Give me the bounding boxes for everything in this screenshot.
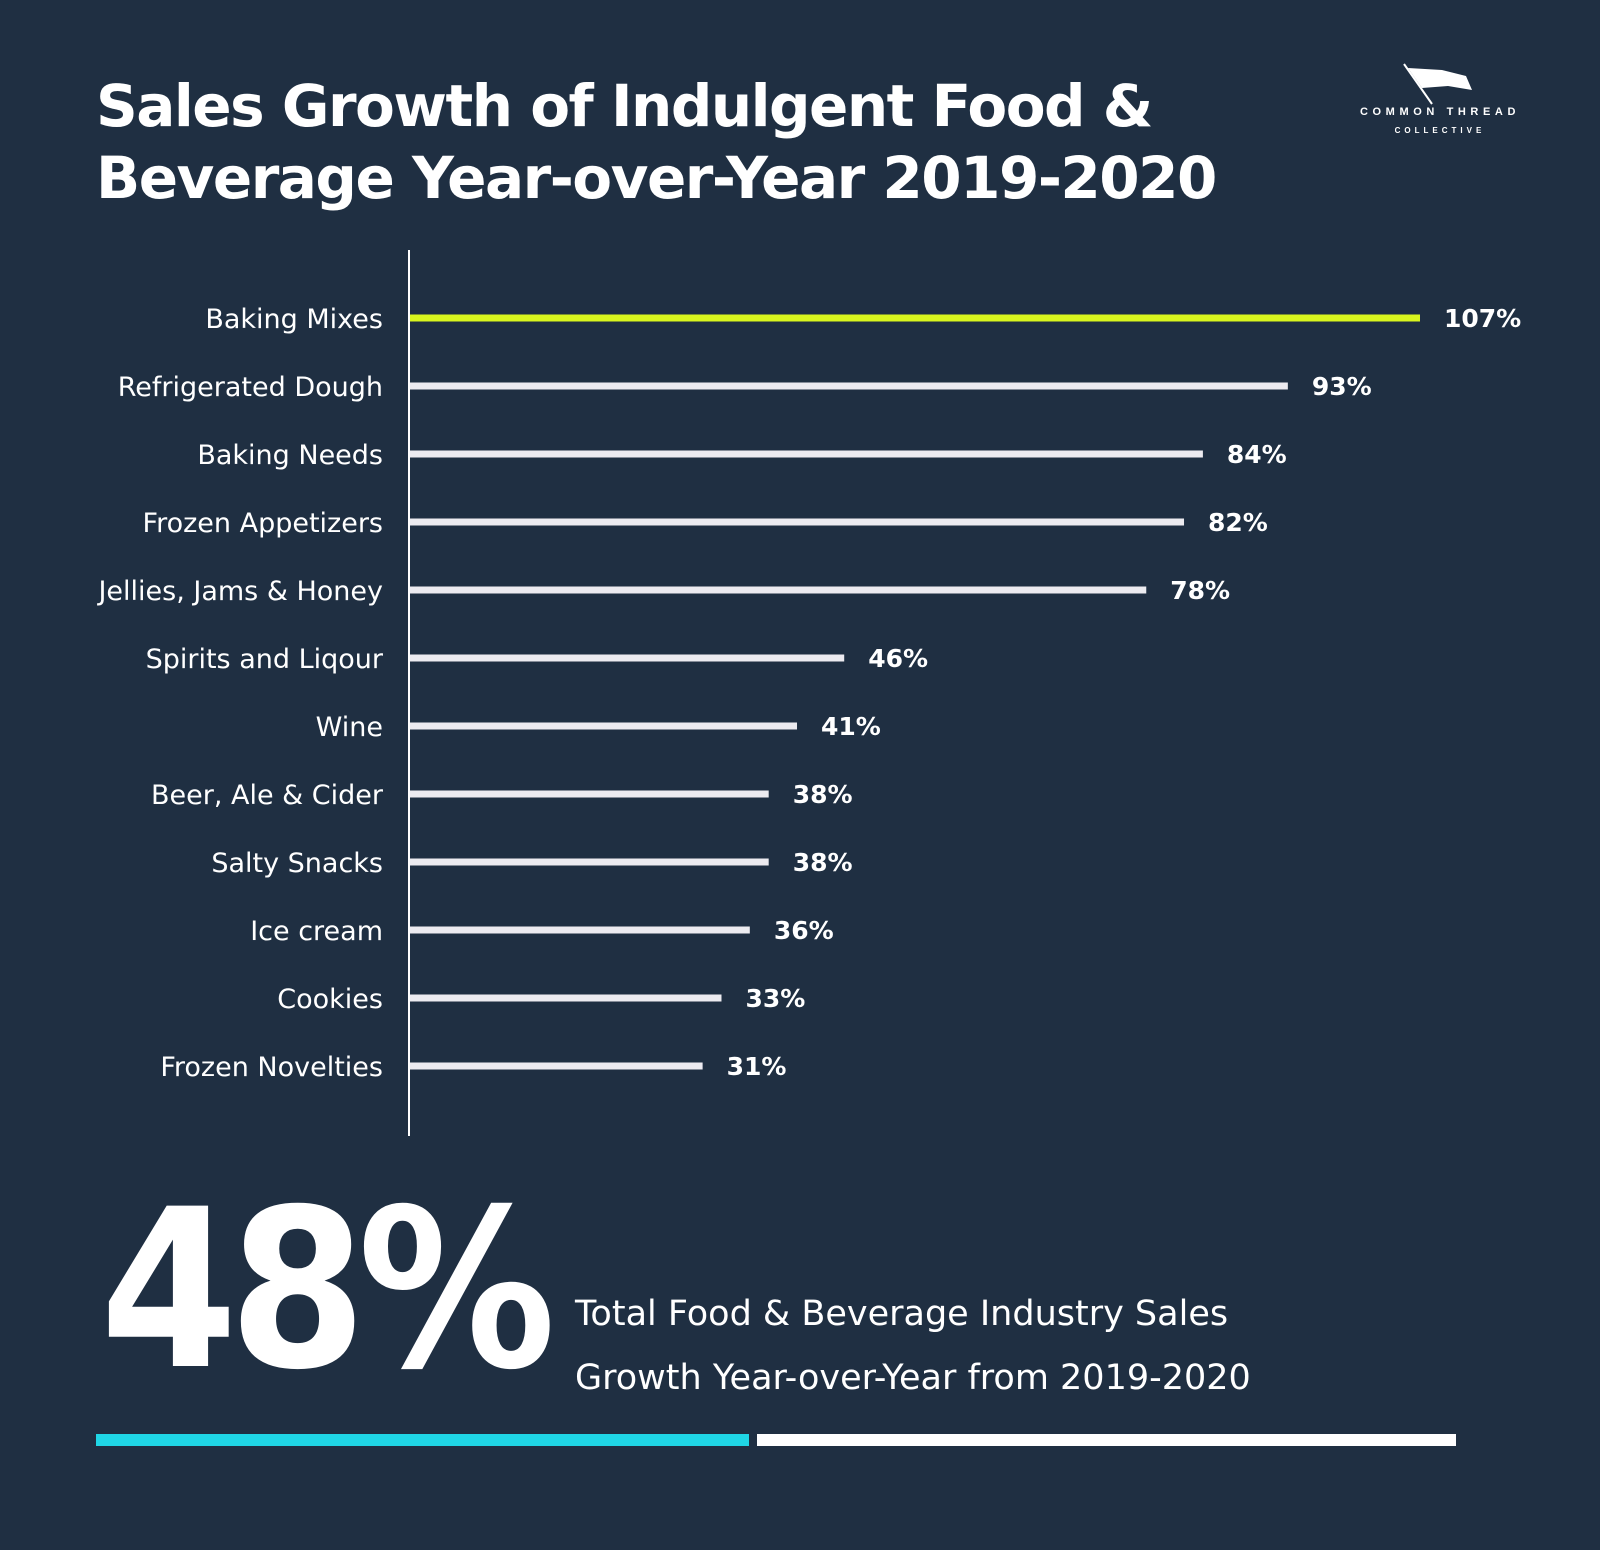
bar — [410, 382, 1288, 390]
category-label: Spirits and Liqour — [146, 644, 384, 675]
bar — [410, 518, 1185, 526]
stat-progress-fill — [96, 1434, 757, 1446]
value-label: 33% — [745, 984, 805, 1013]
bar — [410, 314, 1420, 322]
category-label: Beer, Ale & Cider — [151, 780, 384, 811]
category-label: Jellies, Jams & Honey — [96, 576, 383, 607]
value-label: 41% — [821, 712, 881, 741]
title-line-2: Beverage Year-over-Year 2019-2020 — [96, 144, 1217, 212]
category-label: Refrigerated Dough — [118, 372, 383, 403]
value-label: 38% — [793, 848, 853, 877]
bar-chart: Baking Mixes 107% Refrigerated Dough 93% Bak… — [96, 250, 1521, 1136]
category-label: Ice cream — [250, 916, 383, 947]
bar — [410, 450, 1203, 458]
value-label: 93% — [1312, 372, 1372, 401]
category-label: Salty Snacks — [211, 848, 383, 879]
value-label: 46% — [868, 644, 928, 673]
title-line-1: Sales Growth of Indulgent Food & — [96, 72, 1153, 140]
logo-subtitle: COLLECTIVE — [1394, 126, 1486, 135]
bar — [410, 586, 1147, 594]
bar — [410, 722, 798, 730]
logo-wordmark: COMMON THREAD — [1359, 106, 1520, 118]
category-label: Baking Mixes — [205, 304, 383, 335]
value-label: 38% — [793, 780, 853, 809]
value-label: 36% — [774, 916, 834, 945]
stat-caption-line-2: Growth Year-over-Year from 2019-2020 — [575, 1358, 1251, 1398]
category-label: Frozen Novelties — [160, 1052, 383, 1083]
bar — [410, 790, 769, 798]
bar — [410, 654, 845, 662]
value-label: 107% — [1444, 304, 1521, 333]
bar — [410, 858, 769, 866]
category-label: Baking Needs — [197, 440, 383, 471]
stat-caption-line-1: Total Food & Beverage Industry Sales — [575, 1294, 1229, 1334]
value-label: 31% — [727, 1052, 787, 1081]
stat-caption: Total Food & Beverage Industry Sales Gro… — [575, 1282, 1395, 1410]
bars-group: Baking Mixes 107% Refrigerated Dough 93% Bak… — [96, 304, 1521, 1083]
flag-icon — [1403, 63, 1472, 105]
category-label: Cookies — [277, 984, 383, 1015]
bar — [410, 926, 750, 934]
bar — [410, 994, 722, 1002]
value-label: 82% — [1208, 508, 1268, 537]
value-label: 78% — [1170, 576, 1230, 605]
bar — [410, 1062, 703, 1070]
category-label: Wine — [316, 712, 383, 743]
category-label: Frozen Appetizers — [143, 508, 383, 539]
brand-logo: COMMON THREAD COLLECTIVE — [1350, 62, 1530, 142]
chart-title: Sales Growth of Indulgent Food & Beverag… — [96, 70, 1276, 214]
value-label: 84% — [1227, 440, 1287, 469]
stat-value: 48% — [100, 1162, 556, 1418]
